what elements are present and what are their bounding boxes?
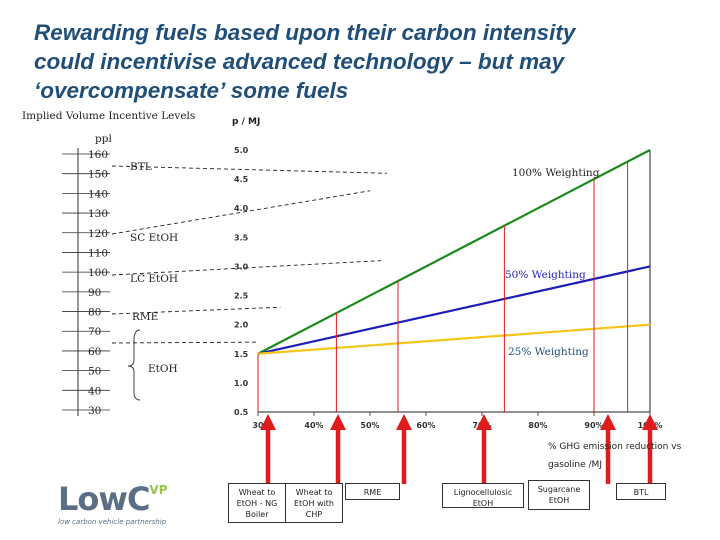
dashed-connector [111,190,371,235]
x-tick-label: 40% [304,421,323,430]
y-tick-label: 1.0 [234,379,249,388]
ppl-tick-label: 30 [88,405,101,417]
x-tick-label: 50% [360,421,379,430]
fuel-brace [127,329,141,401]
fuel-box: Wheat to EtOH - NG Boiler [228,483,286,523]
series-lines [257,149,651,355]
y-tick-label: 3.5 [234,233,249,242]
ppl-tick-label: 100 [88,267,108,279]
y-tick-label: 5.0 [234,146,249,155]
y-tick-label: 3.0 [234,262,249,271]
y-tick-label: 4.0 [234,204,249,213]
ppl-tick-label: 160 [88,149,108,161]
weighting-label: 25% Weighting [508,346,589,358]
x-axis-label: % GHG emission reduction vs gasoline /MJ [548,442,682,470]
y-tick-label: 2.5 [234,292,249,301]
title-line-3: ‘overcompensate’ some fuels [34,78,349,103]
ppl-unit-label: ppl [95,133,112,145]
ppl-tick-label: 90 [88,287,101,299]
chart-axes: 5.0 4.5 4.0 3.5 3.0 2.5 2.0 1.5 1.0 0.530 40% 50% 60… [234,146,662,430]
fuel-arrow-head [476,414,492,430]
y-axis-label: p / MJ [232,117,261,127]
fuel-box: Sugarcane EtOH [528,480,590,510]
dashed-connector [111,260,382,276]
fuel-box: RME [345,483,400,500]
fuel-arrow-head [600,414,616,430]
ppl-tick-label: 80 [88,307,101,319]
x-tick-label: 30 [252,421,264,430]
series-line [257,149,651,355]
series-line [257,323,651,355]
ppl-tick-label: 60 [88,346,101,358]
fuel-box: Wheat to EtOH with CHP [285,483,343,523]
fuel-label: EtOH [148,363,178,375]
weighting-labels: 100% Weighting 50% Weighting 25% Weighting [505,167,600,358]
fuel-arrow-head [260,414,276,430]
y-tick-label: 4.5 [234,175,249,184]
x-tick-label: 80% [528,421,547,430]
logo-tagline: low carbon vehicle partnership [58,518,167,526]
fuel-label: RME [132,311,158,323]
ppl-tick-label: 120 [88,228,108,240]
fuel-label: LC EtOH [130,273,178,285]
fuel-box: Lignocellulosic EtOH [442,483,524,508]
dashed-reference-lines [111,165,387,344]
y-tick-label: 0.5 [234,408,249,417]
left-panel-heading: Implied Volume Incentive Levels [22,110,196,122]
logo-superscript: VP [149,483,168,497]
ppl-scale: 160 150 140 130 120 110 100 90 80 70 60 50 40 30 [62,148,110,417]
ppl-tick-label: 40 [88,385,101,397]
dashed-connector [111,341,259,344]
y-tick-label: 2.0 [234,321,249,330]
weighting-label: 100% Weighting [512,167,600,179]
logo-main: LowC [58,480,150,518]
fuel-box: BTL [616,483,666,500]
series-line [257,265,651,355]
x-tick-label: 90% [584,421,603,430]
ppl-tick-label: 70 [88,326,101,338]
dashed-connector [111,306,281,315]
ppl-tick-label: 150 [88,169,108,181]
fuel-arrow-head [330,414,346,430]
title-line-1: Rewarding fuels based upon their carbon … [34,20,576,45]
fuel-label: SC EtOH [130,232,178,244]
x-tick-label: 60% [416,421,435,430]
fuel-arrow-head [642,414,658,430]
title-line-2: could incentivise advanced technology – … [34,49,565,74]
ppl-tick-label: 50 [88,366,101,378]
dashed-connector [111,165,387,174]
page-title: Rewarding fuels based upon their carbon … [34,18,714,105]
vertical-markers [257,161,629,412]
ppl-tick-label: 110 [88,247,108,259]
lowcvp-logo: LowCVP low carbon vehicle partnership [58,480,218,528]
ppl-tick-label: 130 [88,208,108,220]
y-tick-label: 1.5 [234,350,249,359]
fuel-arrows [260,414,658,484]
ppl-tick-label: 140 [88,188,108,200]
fuel-arrow-head [396,414,412,430]
weighting-label: 50% Weighting [505,269,586,281]
